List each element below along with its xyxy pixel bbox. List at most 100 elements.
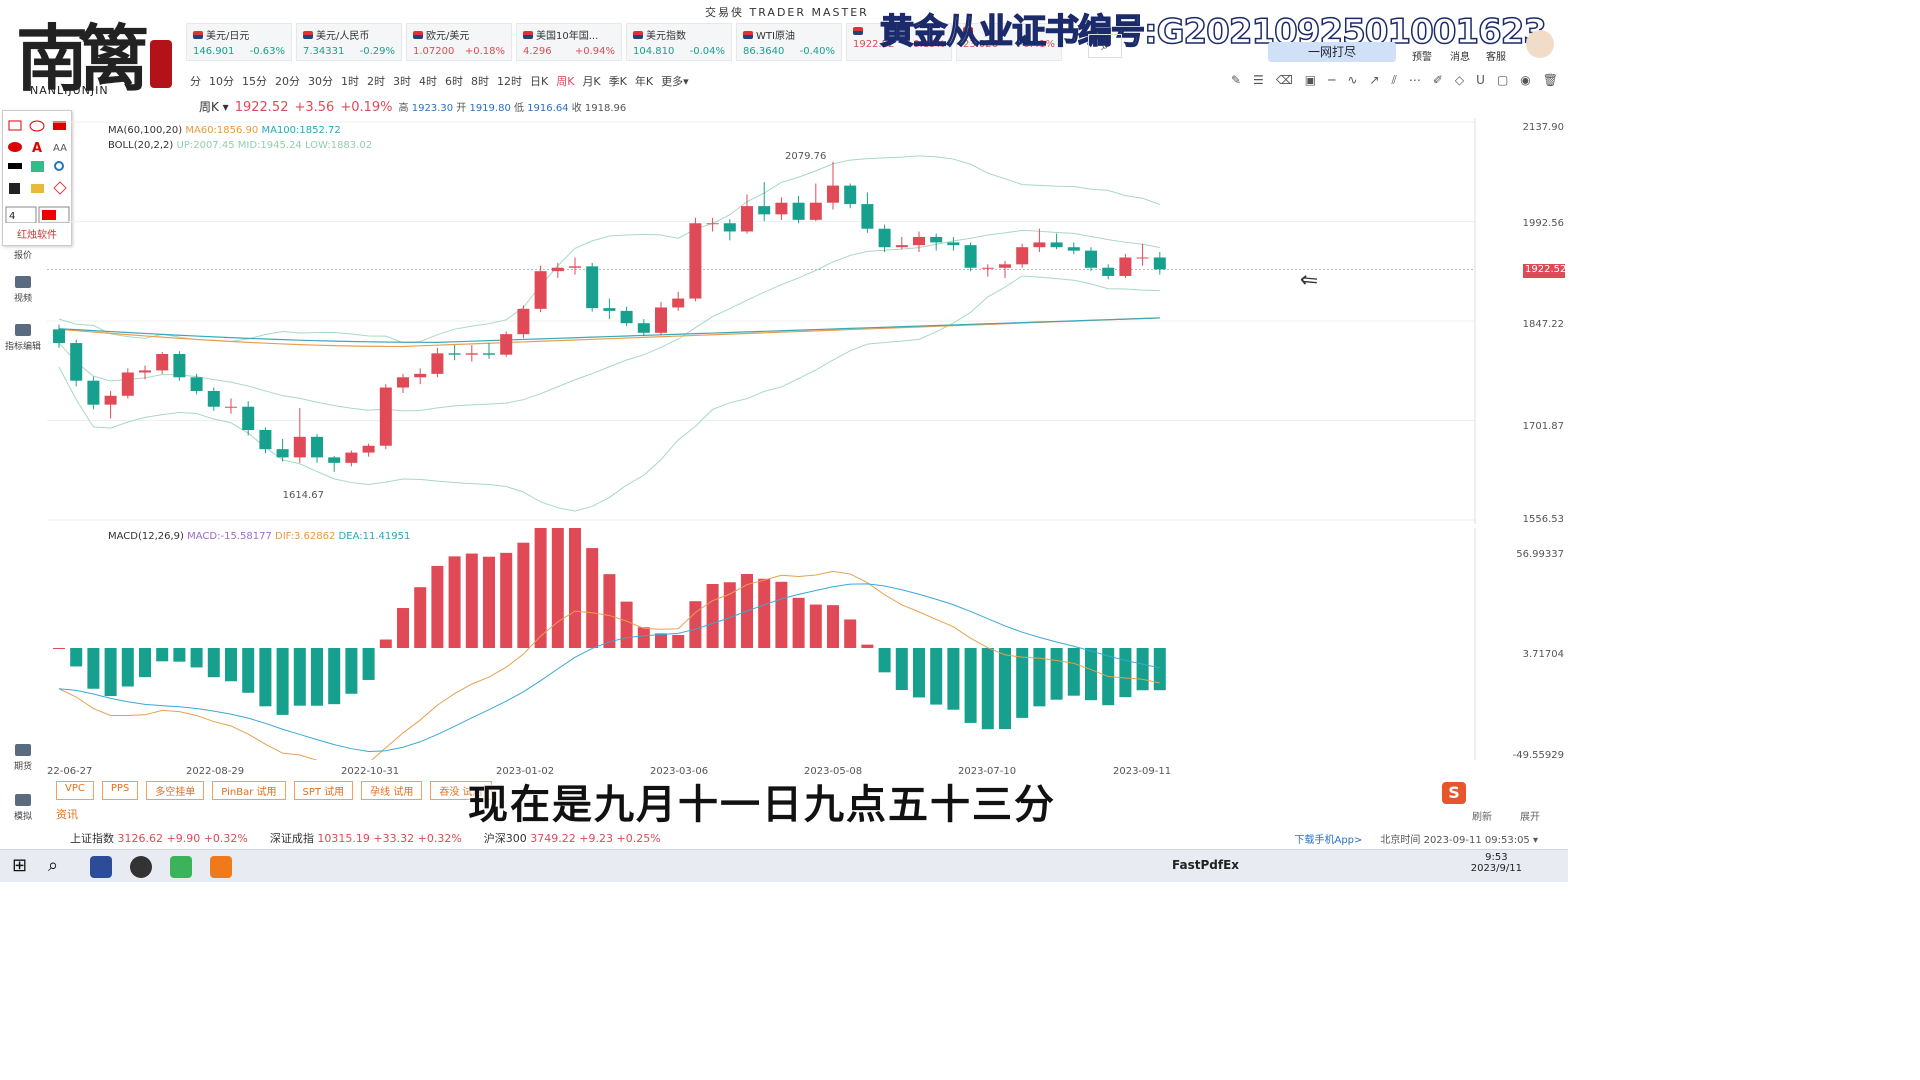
candle-body	[225, 406, 237, 408]
news-label[interactable]: 资讯	[56, 808, 78, 821]
price-change: +3.56	[294, 100, 335, 115]
period-9[interactable]: 6时	[445, 75, 463, 88]
candle-body	[775, 202, 788, 215]
period-10[interactable]: 8时	[471, 75, 489, 88]
macd-indicator[interactable]: MACD(12,26,9) MACD:-15.58177 DIF:3.62862…	[108, 531, 411, 542]
period-4[interactable]: 30分	[308, 75, 333, 88]
trash-icon[interactable]: 🗑	[1542, 73, 1558, 87]
pattern-tag[interactable]: 多空挂单	[146, 781, 205, 800]
macd-bar	[620, 601, 633, 648]
pattern-tag[interactable]: PPS	[101, 781, 139, 800]
fastpdf-tray[interactable]: FastPdfEx	[1172, 858, 1240, 872]
arrow-icon[interactable]: ↗	[1369, 73, 1380, 87]
macd-bar	[655, 633, 667, 648]
period-7[interactable]: 3时	[393, 75, 411, 88]
app-pen-icon[interactable]	[90, 856, 112, 878]
quote-card[interactable]: WTI原油 86.3640 -0.40%	[736, 23, 842, 61]
sidebar-item[interactable]: 指标编辑	[4, 324, 42, 352]
pattern-tag[interactable]: 孕线 试用	[361, 781, 423, 800]
period-13[interactable]: 周K	[556, 75, 575, 88]
sidebar-item[interactable]: 视频	[4, 276, 42, 304]
ma-indicator[interactable]: MA(60,100,20) MA60:1856.90 MA100:1852.72	[108, 125, 341, 136]
sidebar-icon	[15, 744, 31, 756]
service-link[interactable]: 客服	[1486, 52, 1506, 63]
period-17[interactable]: 更多▾	[661, 75, 689, 88]
alert-link[interactable]: 预警	[1412, 52, 1432, 63]
price-tick: 2137.90	[1522, 122, 1564, 133]
candle-body	[964, 245, 977, 268]
pattern-tag[interactable]: VPC	[56, 781, 94, 800]
app-trader-icon[interactable]	[210, 856, 232, 878]
macd-bar	[878, 648, 891, 673]
pen-icon[interactable]: ✎	[1230, 73, 1242, 87]
pattern-tag[interactable]: SPT 试用	[293, 781, 354, 800]
quote-change: +0.18%	[464, 46, 505, 57]
expand-button[interactable]: 展开	[1520, 812, 1540, 823]
quote-card[interactable]: 欧元/美元 1.07200 +0.18%	[406, 23, 512, 61]
eye-icon[interactable]: ◉	[1520, 73, 1531, 87]
app-browser-icon[interactable]	[170, 856, 192, 878]
more-icon[interactable]: ⋯	[1408, 73, 1421, 87]
period-0[interactable]: 分	[190, 75, 201, 88]
sogou-ime-icon[interactable]: S	[1442, 782, 1466, 804]
sidebar-label: 模拟	[13, 812, 32, 822]
app-record-icon[interactable]	[130, 856, 152, 878]
price-chart[interactable]: 2079.76 1614.67	[47, 118, 1523, 524]
eraser-icon[interactable]: ⌫	[1275, 73, 1293, 87]
period-15[interactable]: 季K	[608, 75, 627, 88]
period-3[interactable]: 20分	[275, 75, 300, 88]
taskbar-clock: 9:53 2023/9/11	[1470, 852, 1522, 874]
refresh-button[interactable]: 刷新	[1472, 812, 1492, 823]
sidebar-item[interactable]: 报价	[4, 248, 42, 261]
period-1[interactable]: 10分	[209, 75, 234, 88]
quote-card[interactable]: 美元指数 104.810 -0.04%	[626, 23, 732, 61]
quote-price: 1.07200	[413, 46, 455, 57]
macd-bar	[259, 648, 272, 707]
quote-card[interactable]: 1922.52 +0.19%	[846, 23, 952, 61]
pattern-tag[interactable]: 吞没 试用	[430, 781, 492, 800]
pattern-tag[interactable]: PinBar 试用	[212, 781, 286, 800]
download-app-link[interactable]: 下载手机App>	[1294, 835, 1363, 846]
sidebar-item[interactable]: 模拟	[4, 794, 42, 822]
candle-body	[930, 236, 943, 243]
one-net-button[interactable]: 一网打尽	[1268, 42, 1396, 62]
search-icon[interactable]: ⌕	[1088, 34, 1122, 58]
period-6[interactable]: 2时	[367, 75, 385, 88]
period-11[interactable]: 12时	[497, 75, 522, 88]
message-link[interactable]: 消息	[1450, 52, 1470, 63]
period-2[interactable]: 15分	[242, 75, 267, 88]
edit-icon[interactable]: ✐	[1432, 73, 1443, 87]
candle-body	[121, 372, 134, 396]
period-8[interactable]: 4时	[419, 75, 437, 88]
period-12[interactable]: 日K	[530, 75, 549, 88]
current-price-tag: 1922.52	[1523, 264, 1566, 278]
quote-change: -0.29%	[359, 46, 395, 57]
quote-card[interactable]: 美元/人民币 7.34331 -0.29%	[296, 23, 402, 61]
period-5[interactable]: 1时	[341, 75, 359, 88]
image-icon[interactable]: ▣	[1304, 73, 1317, 87]
period-select[interactable]: 周K ▾	[199, 100, 229, 114]
clear-icon[interactable]: ◇	[1454, 73, 1465, 87]
logo-subtext: NANLIJUNJIN	[30, 84, 109, 97]
parallel-icon[interactable]: ⫽	[1391, 73, 1397, 87]
quote-card[interactable]: 23.026 +0.41%	[956, 23, 1062, 61]
lock-icon[interactable]: ▢	[1496, 73, 1509, 87]
quote-card[interactable]: 美国10年国... 4.296 +0.94%	[516, 23, 622, 61]
wave-icon[interactable]: ∿	[1347, 73, 1358, 87]
sidebar-item[interactable]: 期货	[4, 744, 42, 772]
search-taskbar-icon[interactable]: ⌕	[48, 855, 59, 876]
period-16[interactable]: 年K	[634, 75, 654, 88]
macd-chart[interactable]	[47, 528, 1523, 760]
line-icon[interactable]: ─	[1328, 73, 1336, 87]
windows-start-icon[interactable]: ⊞	[12, 855, 28, 876]
quote-card[interactable]: 美元/日元 146.901 -0.63%	[186, 23, 292, 61]
period-14[interactable]: 月K	[582, 75, 601, 88]
candle-body	[414, 373, 427, 378]
toolbox-icons[interactable]: A AA 4	[3, 111, 73, 224]
flag-icon	[963, 27, 973, 35]
macd-bar	[465, 553, 478, 648]
ruler-icon[interactable]: ☰	[1253, 73, 1264, 87]
boll-indicator[interactable]: BOLL(20,2,2) UP:2007.45 MID:1945.24 LOW:…	[108, 140, 373, 151]
avatar[interactable]	[1526, 30, 1554, 58]
magnet-icon[interactable]: U	[1476, 73, 1485, 87]
